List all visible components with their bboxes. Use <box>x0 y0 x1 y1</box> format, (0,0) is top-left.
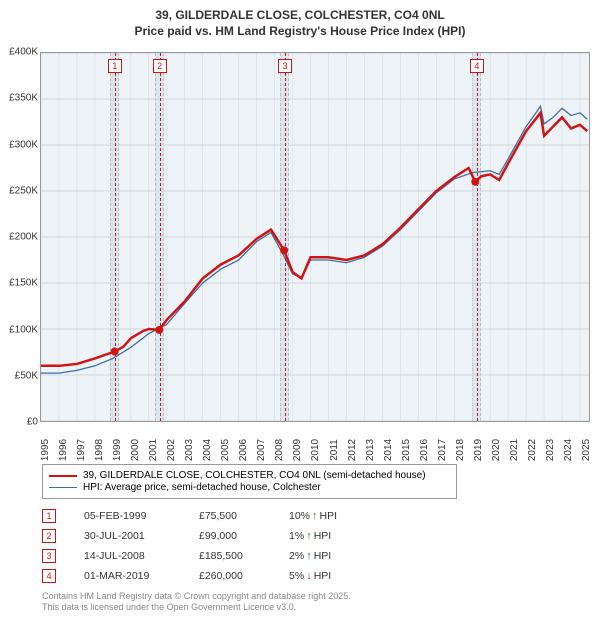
title-line-2: Price paid vs. HM Land Registry's House … <box>135 24 466 38</box>
x-tick-label: 1995 <box>40 439 51 461</box>
x-tick-label: 2018 <box>455 439 466 461</box>
title-line-1: 39, GILDERDALE CLOSE, COLCHESTER, CO4 0N… <box>155 8 444 22</box>
legend-swatch-2 <box>49 487 77 488</box>
x-tick-label: 2001 <box>148 439 159 461</box>
sale-marker-box: 1 <box>42 509 56 523</box>
sale-marker-box: 3 <box>42 549 56 563</box>
legend-label-1: 39, GILDERDALE CLOSE, COLCHESTER, CO4 0N… <box>83 470 426 481</box>
x-tick-label: 2025 <box>581 439 592 461</box>
sale-marker-box: 2 <box>42 529 56 543</box>
legend-label-2: HPI: Average price, semi-detached house,… <box>83 482 321 493</box>
legend-item-1: 39, GILDERDALE CLOSE, COLCHESTER, CO4 0N… <box>49 470 450 481</box>
y-tick-label: £150K <box>9 278 38 289</box>
y-tick-label: £300K <box>9 139 38 150</box>
event-marker-box: 3 <box>278 59 292 73</box>
event-line <box>477 53 478 421</box>
event-line <box>285 53 286 421</box>
event-marker-box: 4 <box>470 59 484 73</box>
x-tick-label: 2022 <box>527 439 538 461</box>
x-tick-label: 2023 <box>545 439 556 461</box>
x-tick-label: 2014 <box>383 439 394 461</box>
table-row: 4 01-MAR-2019£260,0005%↓HPI <box>42 566 389 586</box>
footer-attribution: Contains HM Land Registry data © Crown c… <box>42 591 351 614</box>
y-tick-label: £350K <box>9 93 38 104</box>
table-row: 2 30-JUL-2001£99,0001%↑HPI <box>42 526 389 546</box>
arrow-up-icon: ↑ <box>306 530 312 542</box>
x-tick-label: 2021 <box>509 439 520 461</box>
y-tick-label: £0 <box>27 417 38 428</box>
arrow-down-icon: ↓ <box>306 570 312 582</box>
x-tick-label: 1996 <box>58 439 69 461</box>
x-tick-label: 2017 <box>437 439 448 461</box>
table-row: 3 14-JUL-2008£185,5002%↑HPI <box>42 546 389 566</box>
arrow-up-icon: ↑ <box>306 550 312 562</box>
sale-date: 05-FEB-1999 <box>84 510 199 522</box>
y-axis: £0£50K£100K£150K£200K£250K£300K£350K£400… <box>0 52 40 422</box>
y-tick-label: £200K <box>9 232 38 243</box>
legend-swatch-1 <box>49 475 77 477</box>
sale-price: £75,500 <box>199 510 289 522</box>
sales-table: 1 05-FEB-1999£75,50010%↑HPI 2 30-JUL-2001£9… <box>42 506 389 586</box>
y-tick-label: £400K <box>9 47 38 58</box>
sale-hpi-delta: 5%↓HPI <box>289 570 389 582</box>
x-tick-label: 2024 <box>563 439 574 461</box>
chart-plot-area: 1 2 3 4 <box>40 52 590 422</box>
x-tick-label: 1999 <box>112 439 123 461</box>
x-tick-label: 2006 <box>238 439 249 461</box>
chart-legend: 39, GILDERDALE CLOSE, COLCHESTER, CO4 0N… <box>42 464 457 499</box>
sale-date: 14-JUL-2008 <box>84 550 199 562</box>
sale-price: £260,000 <box>199 570 289 582</box>
table-row: 1 05-FEB-1999£75,50010%↑HPI <box>42 506 389 526</box>
y-tick-label: £250K <box>9 185 38 196</box>
legend-item-2: HPI: Average price, semi-detached house,… <box>49 482 450 493</box>
event-line <box>115 53 116 421</box>
x-tick-label: 2012 <box>347 439 358 461</box>
y-tick-label: £50K <box>15 370 38 381</box>
y-tick-label: £100K <box>9 324 38 335</box>
x-tick-label: 2010 <box>310 439 321 461</box>
sale-date: 01-MAR-2019 <box>84 570 199 582</box>
x-tick-label: 2004 <box>202 439 213 461</box>
x-tick-label: 1998 <box>94 439 105 461</box>
chart-svg <box>41 53 589 421</box>
x-tick-label: 1997 <box>76 439 87 461</box>
x-tick-label: 2002 <box>166 439 177 461</box>
arrow-up-icon: ↑ <box>312 510 318 522</box>
sale-hpi-delta: 10%↑HPI <box>289 510 389 522</box>
sale-hpi-delta: 1%↑HPI <box>289 530 389 542</box>
sale-marker-box: 4 <box>42 569 56 583</box>
x-tick-label: 2016 <box>419 439 430 461</box>
x-tick-label: 2008 <box>274 439 285 461</box>
sale-price: £99,000 <box>199 530 289 542</box>
footer-line-1: Contains HM Land Registry data © Crown c… <box>42 591 351 601</box>
footer-line-2: This data is licensed under the Open Gov… <box>42 602 296 612</box>
x-tick-label: 2007 <box>256 439 267 461</box>
x-tick-label: 2013 <box>365 439 376 461</box>
x-tick-label: 2005 <box>220 439 231 461</box>
sale-date: 30-JUL-2001 <box>84 530 199 542</box>
event-line <box>160 53 161 421</box>
x-tick-label: 2020 <box>491 439 502 461</box>
x-tick-label: 2019 <box>473 439 484 461</box>
x-tick-label: 2009 <box>292 439 303 461</box>
x-tick-label: 2003 <box>184 439 195 461</box>
x-axis: 1995 1996 1997 1998 1999 2000 2001 2002 2003 2004… <box>40 422 590 462</box>
x-tick-label: 2000 <box>130 439 141 461</box>
sale-price: £185,500 <box>199 550 289 562</box>
x-tick-label: 2011 <box>329 439 340 461</box>
sale-hpi-delta: 2%↑HPI <box>289 550 389 562</box>
x-tick-label: 2015 <box>401 439 412 461</box>
chart-title: 39, GILDERDALE CLOSE, COLCHESTER, CO4 0N… <box>0 0 600 39</box>
event-marker-box: 2 <box>153 59 167 73</box>
event-marker-box: 1 <box>108 59 122 73</box>
